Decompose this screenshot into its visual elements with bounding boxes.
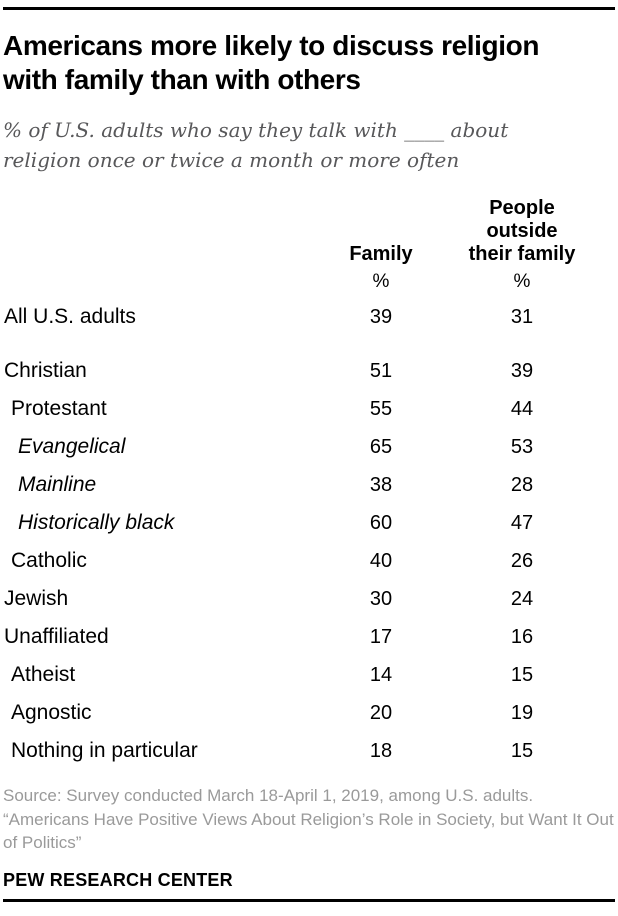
row-label: Nothing in particular [11,739,198,762]
row-label: Catholic [11,549,87,572]
row-label: Jewish [4,587,69,610]
cell-outside-value: 19 [510,701,534,724]
table-header-row: Family People outside their family [3,197,615,266]
data-table: Family People outside their family % % A… [3,197,615,770]
cell-family-value: 39 [369,305,393,328]
source-note: Source: Survey conducted March 18-April … [3,786,614,852]
cell-outside-value: 53 [510,435,534,458]
top-rule [3,7,615,10]
cell-outside-value: 16 [510,625,534,648]
table-row: Historically black 60 47 [3,504,615,542]
cell-family-value: 14 [369,663,393,686]
row-label: Mainline [18,473,97,496]
cell-outside-value: 28 [510,473,534,496]
row-label: Evangelical [18,435,126,458]
cell-outside-value: 31 [510,305,534,328]
table-row: Nothing in particular 18 15 [3,732,615,770]
cell-family-value: 30 [369,587,393,610]
table-row: Protestant 55 44 [3,390,615,428]
table-row: Mainline 38 28 [3,466,615,504]
row-label: Unaffiliated [4,625,109,648]
cell-family-value: 60 [369,511,393,534]
cell-family-value: 55 [369,397,393,420]
cell-family-value: 20 [369,701,393,724]
cell-family-value: 40 [369,549,393,572]
cell-family-value: 18 [369,739,393,762]
column-header-outside-family: People outside their family [468,197,576,265]
table-row: All U.S. adults 39 31 [3,298,615,336]
row-label: Christian [4,359,87,382]
cell-family-value: 51 [369,359,393,382]
table-row: Unaffiliated 17 16 [3,618,615,656]
table-row: Jewish 30 24 [3,580,615,618]
cell-outside-value: 24 [510,587,534,610]
row-label: Agnostic [11,701,92,724]
cell-outside-value: 39 [510,359,534,382]
cell-family-value: 17 [369,625,393,648]
cell-outside-value: 15 [510,663,534,686]
row-label: Atheist [11,663,76,686]
cell-outside-value: 15 [510,739,534,762]
table-units-row: % % [3,266,615,298]
cell-outside-value: 47 [510,511,534,534]
bottom-rule [3,899,615,902]
table-row: Catholic 40 26 [3,542,615,580]
row-label: Protestant [11,397,107,420]
cell-family-value: 38 [369,473,393,496]
units-outside-family: % [513,271,531,292]
units-family: % [372,271,390,292]
table-row: Evangelical 65 53 [3,428,615,466]
table-row: Atheist 14 15 [3,656,615,694]
cell-family-value: 65 [369,435,393,458]
chart-subtitle: % of U.S. adults who say they talk with … [3,118,509,172]
column-header-family: Family [349,243,413,265]
table-row: Agnostic 20 19 [3,694,615,732]
cell-outside-value: 44 [510,397,534,420]
row-label: Historically black [18,511,175,534]
table-row: Christian 51 39 [3,352,615,390]
row-label: All U.S. adults [4,305,136,328]
cell-outside-value: 26 [510,549,534,572]
brand-label: PEW RESEARCH CENTER [3,869,233,890]
page-title: Americans more likely to discuss religio… [3,30,540,95]
